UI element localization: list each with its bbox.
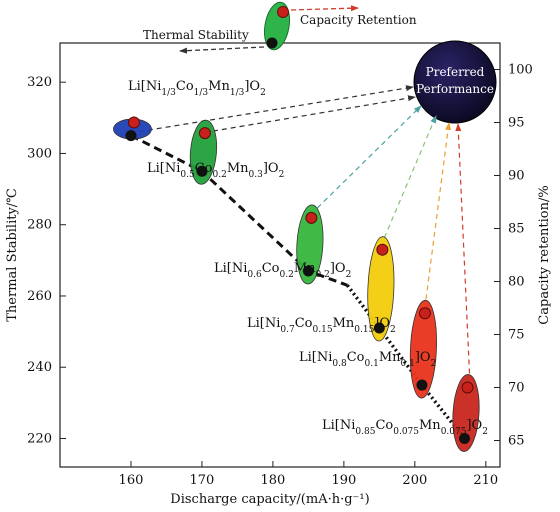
material-5: Li[Ni0.8Co0.1Mn0.1]O2 [299,299,437,399]
y-left-tick-label: 220 [27,431,52,446]
legend: Capacity Retention Thermal Stability [143,1,417,54]
material-label: Li[Ni0.5Co0.2Mn0.3]O2 [147,161,284,180]
material-ellipse [452,374,480,452]
capacity-retention-point [461,381,474,394]
y-right-axis-ticks: 65 70 75 80 85 90 95 100 [494,63,533,449]
trend-arrow [455,123,471,374]
preferred-performance-label-2: Performance [416,82,494,96]
y-right-tick-label: 95 [508,116,525,131]
x-tick-label: 200 [402,473,427,488]
thermal-stability-point [459,432,471,444]
x-tick-label: 190 [331,473,356,488]
x-axis-ticks: 160 170 180 190 200 210 [119,461,498,488]
material-ellipse [409,299,437,399]
capacity-retention-point [127,116,140,129]
material-3: Li[Ni0.6Co0.2Mn0.2]O2 [214,204,351,285]
legend-thermal-label: Thermal Stability [143,28,249,42]
capacity-retention-point [198,127,211,140]
y-left-tick-label: 280 [27,218,52,233]
y-left-tick-label: 260 [27,289,52,304]
material-4: Li[Ni0.7Co0.15Mn0.15]O2 [247,236,396,342]
material-label: Li[Ni0.6Co0.2Mn0.2]O2 [214,261,351,280]
legend-capacity-arrow [290,5,359,12]
preferred-performance-circle [413,40,497,124]
material-6: Li[Ni0.85Co0.075Mn0.075]O2 [322,374,488,452]
trend-arrow [212,95,416,132]
y-right-tick-label: 90 [508,169,525,184]
thermal-stability-point [302,265,314,277]
capacity-retention-point [376,243,389,256]
trend-arrow [383,115,437,238]
thermal-stability-point [373,322,385,334]
material-2: Li[Ni0.5Co0.2Mn0.3]O2 [147,119,284,185]
x-tick-label: 180 [260,473,285,488]
y-right-tick-label: 100 [508,63,533,78]
trend-arrow [138,85,414,133]
trend-line-dotted [346,284,466,440]
y-right-tick-label: 75 [508,328,525,343]
x-tick-label: 210 [473,473,498,488]
y-right-tick-label: 70 [508,381,525,396]
capacity-retention-point [305,211,318,224]
thermal-stability-point [416,379,428,391]
trend-arrows [138,85,471,374]
y-left-tick-label: 320 [27,75,52,90]
x-tick-label: 160 [119,473,144,488]
y-right-axis-title: Capacity retention/% [537,185,552,324]
trend-arrow [425,122,452,300]
material-label: Li[Ni1/3Co1/3Mn1/3]O2 [128,79,266,98]
material-ellipse [367,236,395,342]
material-1: Li[Ni1/3Co1/3Mn1/3]O2 [113,79,266,142]
legend-thermal-arrow [179,46,265,54]
y-right-tick-label: 85 [508,222,525,237]
y-left-tick-label: 300 [27,146,52,161]
capacity-retention-point [418,307,431,320]
material-label: Li[Ni0.7Co0.15Mn0.15]O2 [247,316,396,335]
material-markers: Li[Ni1/3Co1/3Mn1/3]O2 Li[Ni0.5Co0.2Mn0.3]… [113,79,488,452]
preferred-performance-label-1: Preferred [426,65,485,79]
thermal-trend-line [130,134,466,440]
trend-arrow [316,105,422,209]
legend-capacity-label: Capacity Retention [300,13,417,27]
x-axis-title: Discharge capacity/(mA·h·g⁻¹) [170,492,369,507]
preferred-performance: Preferred Performance [413,40,497,124]
x-tick-label: 170 [190,473,215,488]
material-label: Li[Ni0.8Co0.1Mn0.1]O2 [299,350,436,369]
thermal-stability-point [125,130,137,142]
y-right-tick-label: 65 [508,434,525,449]
trend-line-dashed [130,134,348,287]
legend-thermal-marker [266,37,278,49]
thermal-stability-point [196,165,208,177]
legend-capacity-marker [277,6,289,18]
material-ellipse [296,204,324,285]
y-right-tick-label: 80 [508,275,525,290]
y-left-tick-label: 240 [27,360,52,375]
y-left-axis-ticks: 220 240 260 280 300 320 [27,75,66,446]
material-label: Li[Ni0.85Co0.075Mn0.075]O2 [322,418,488,437]
y-left-axis-title: Thermal Stability/℃ [5,188,20,322]
